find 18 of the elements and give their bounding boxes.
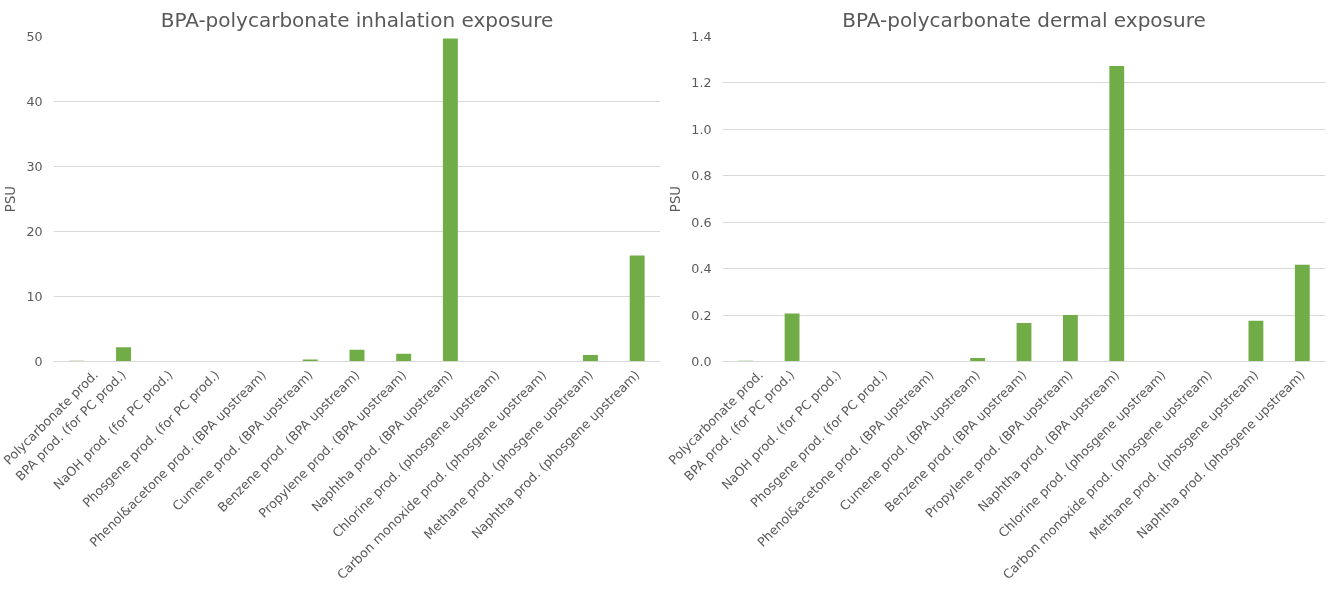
y-tick-label: 1.0 — [691, 121, 712, 137]
y-axis-title: PSU — [3, 185, 19, 213]
y-tick-label: 0.4 — [691, 261, 712, 277]
y-tick-label: 0.6 — [691, 214, 712, 230]
chart-title: BPA-polycarbonate inhalation exposure — [160, 7, 554, 32]
y-tick-label: 0.0 — [691, 354, 712, 369]
y-tick-label: 30 — [26, 159, 43, 174]
y-tick-label: 0.2 — [691, 307, 712, 323]
chart-title: BPA-polycarbonate dermal exposure — [842, 7, 1206, 32]
y-tick-label: 50 — [26, 29, 43, 44]
y-tick-label: 0.8 — [691, 168, 712, 184]
y-tick-label: 1.2 — [691, 75, 712, 91]
y-tick-label: 40 — [26, 94, 43, 109]
y-tick-label: 1.4 — [691, 29, 712, 44]
y-tick-label: 10 — [26, 289, 43, 304]
y-axis-title: PSU — [668, 185, 684, 213]
y-tick-label: 0 — [34, 354, 43, 369]
y-tick-label: 20 — [26, 224, 43, 239]
